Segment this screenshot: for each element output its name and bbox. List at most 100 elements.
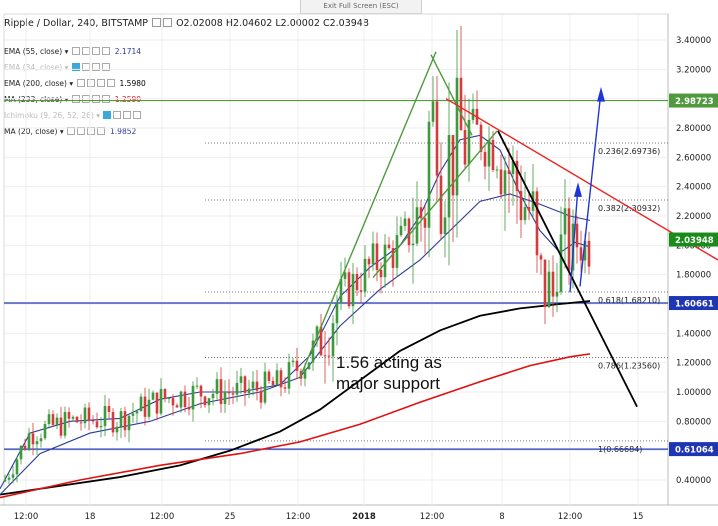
chevron-down-icon[interactable]: ▾ (62, 95, 71, 104)
candle-body (123, 411, 127, 431)
y-tick-label: 0.40000 (676, 476, 711, 486)
x-tick-label: 12:00 (420, 512, 445, 522)
candle-body (187, 407, 191, 410)
indicator-row[interactable]: EMA (200, close) ▾ 1.5980 (4, 78, 146, 90)
x-tick-label: 12:00 (150, 512, 175, 522)
chevron-down-icon[interactable]: ▾ (66, 79, 76, 88)
symbol-close-icon[interactable] (163, 18, 173, 27)
candle-body (235, 382, 239, 395)
candle-body (195, 385, 199, 387)
candle-body (391, 248, 395, 268)
settings-icon[interactable] (81, 47, 90, 55)
candle-body (291, 360, 295, 363)
x-tick-label: 2018 (352, 512, 376, 522)
candle-body (387, 244, 391, 249)
candle-body (515, 160, 519, 191)
candle-body (315, 326, 319, 341)
indicator-label: Ichimoku (9, 26, 52, 26) (4, 111, 94, 120)
candle-body (91, 420, 95, 422)
indicator-label: EMA (34, close) (4, 63, 63, 72)
candle-body (523, 207, 527, 221)
indicator-row[interactable]: Ichimoku (9, 26, 52, 26) ▾ (4, 110, 146, 122)
eye-icon[interactable] (76, 79, 85, 87)
chevron-down-icon[interactable]: ▾ (93, 111, 103, 120)
ohlc-close: C2.03948 (322, 18, 369, 29)
candle-body (543, 259, 547, 308)
close-icon[interactable] (106, 79, 115, 87)
candle-body (79, 422, 83, 424)
indicator-value: 1.2590 (114, 95, 142, 104)
close-icon[interactable] (101, 63, 110, 71)
blue-arrow-line-long (579, 91, 602, 287)
candle-body (419, 207, 423, 219)
chevron-down-icon[interactable]: ▾ (62, 63, 71, 72)
candle-body (263, 371, 267, 403)
chevron-down-icon[interactable]: ▾ (57, 127, 67, 136)
candle-body (587, 240, 591, 267)
candle-body (487, 139, 491, 167)
format-icon[interactable] (91, 63, 100, 71)
candle-body (331, 323, 335, 357)
candle-body (367, 258, 371, 265)
y-tick-label: 1.40000 (676, 329, 711, 339)
candle-body (511, 160, 515, 174)
indicator-row[interactable]: EMA (55, close) ▾ 2.1714 (4, 46, 141, 58)
candle-body (355, 273, 359, 291)
eye-icon[interactable] (103, 111, 112, 119)
indicator-label: EMA (55, close) (4, 47, 63, 56)
candle-body (555, 291, 559, 297)
candle-body (579, 247, 583, 261)
price-label-box (669, 93, 718, 108)
y-tick-label: 3.40000 (676, 36, 711, 46)
candle-body (411, 243, 415, 246)
candle-body (111, 412, 115, 433)
y-tick-label: 2.60000 (676, 153, 711, 163)
close-icon[interactable] (133, 111, 142, 119)
candle-body (491, 139, 495, 171)
close-icon[interactable] (101, 47, 110, 55)
format-icon[interactable] (91, 47, 100, 55)
candle-body (335, 303, 339, 324)
candle-body (55, 417, 59, 426)
candle-body (339, 278, 343, 304)
x-tick-label: 12:00 (558, 512, 583, 522)
candle-body (59, 417, 63, 436)
candle-body (431, 101, 435, 122)
candle-body (287, 362, 291, 389)
indicator-label: MA (233, close) (4, 95, 63, 104)
candle-body (527, 207, 531, 211)
x-tick-label: 12:00 (286, 512, 311, 522)
fib-level-label: 0.618(1.68210) (598, 296, 660, 305)
x-tick-label: 8 (499, 512, 504, 522)
candle-body (131, 413, 135, 416)
candle-body (15, 459, 19, 475)
candle-body (3, 479, 7, 482)
price-label-text: 0.61064 (675, 446, 714, 456)
candle-body (27, 433, 31, 450)
format-icon[interactable] (123, 111, 132, 119)
black-trendline-down (497, 130, 638, 408)
symbol-settings-icon[interactable] (152, 18, 162, 27)
candle-body (223, 392, 227, 405)
indicator-value: 1.9852 (110, 127, 137, 136)
eye-icon[interactable] (71, 63, 80, 71)
ohlc-high: H2.04602 (225, 18, 273, 29)
blue-arrow-head-short (574, 182, 582, 197)
candle-body (183, 391, 187, 408)
eye-icon[interactable] (71, 47, 80, 55)
green-trendline-peak (430, 54, 473, 136)
candle-body (451, 135, 455, 196)
candle-body (503, 170, 507, 195)
candle-body (231, 393, 235, 395)
settings-icon[interactable] (86, 79, 95, 87)
chevron-down-icon[interactable]: ▾ (62, 47, 71, 56)
candle-body (71, 416, 75, 419)
price-label-box (669, 296, 718, 311)
candle-body (583, 240, 587, 261)
format-icon[interactable] (96, 79, 105, 87)
indicator-row[interactable]: EMA (34, close) ▾ (4, 62, 115, 74)
settings-icon[interactable] (81, 63, 90, 71)
settings-icon[interactable] (113, 111, 122, 119)
candle-body (307, 362, 311, 370)
